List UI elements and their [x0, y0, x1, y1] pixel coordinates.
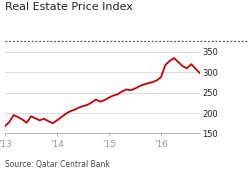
Text: Source: Qatar Central Bank: Source: Qatar Central Bank — [5, 160, 110, 169]
Text: Real Estate Price Index: Real Estate Price Index — [5, 2, 133, 12]
